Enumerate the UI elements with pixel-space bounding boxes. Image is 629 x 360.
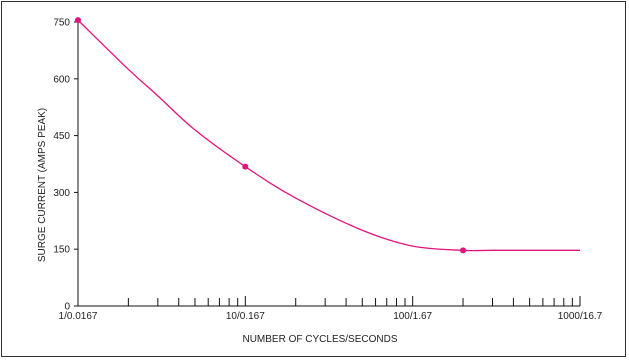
x-tick-label: 100/1.67 — [393, 311, 432, 322]
x-tick-label: 10/0.167 — [226, 311, 265, 322]
series-line — [77, 19, 580, 252]
y-tick-label: 750 — [53, 18, 70, 29]
data-point-marker — [460, 247, 467, 254]
y-tick-label: 150 — [53, 245, 70, 256]
y-tick-label: 0 — [64, 302, 70, 313]
y-axis-title: SURGE CURRENT (AMPS PEAK) — [37, 108, 48, 262]
y-tick-label: 600 — [53, 74, 70, 85]
y-tick-label: 300 — [53, 188, 70, 199]
ticks: 0 150 300 450 600 750 1/0.0167 10/0.167 100/1.67… — [53, 18, 602, 323]
x-axis-title: NUMBER OF CYCLES/SECONDS — [242, 334, 397, 345]
data-point-marker — [242, 163, 249, 170]
x-tick-label: 1/0.0167 — [59, 311, 98, 322]
axes — [77, 18, 580, 307]
series-layer — [75, 17, 580, 254]
data-point-marker — [75, 17, 81, 24]
y-tick-label: 450 — [53, 131, 70, 142]
x-tick-label: 1000/16.7 — [558, 311, 603, 322]
